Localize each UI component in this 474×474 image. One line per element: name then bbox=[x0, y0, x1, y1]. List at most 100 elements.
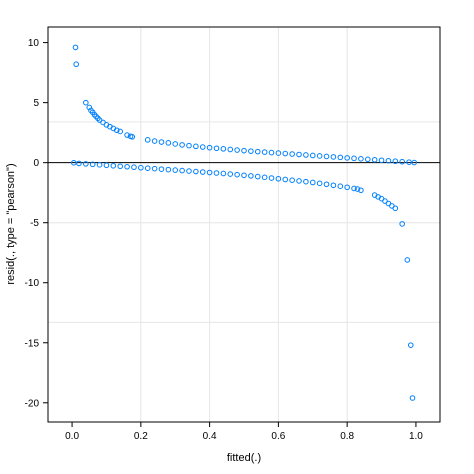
data-point-101 bbox=[354, 186, 361, 192]
data-point-95 bbox=[316, 180, 323, 187]
data-point-67 bbox=[124, 163, 130, 170]
data-point-41 bbox=[296, 151, 302, 158]
data-point-102 bbox=[358, 187, 364, 194]
data-point-59 bbox=[70, 159, 77, 166]
data-point-68 bbox=[131, 164, 137, 171]
data-point-37 bbox=[268, 149, 275, 156]
data-point-2 bbox=[83, 99, 89, 106]
data-point-21 bbox=[158, 139, 165, 145]
data-point-111 bbox=[404, 257, 411, 263]
data-point-40 bbox=[289, 151, 295, 157]
data-points bbox=[70, 44, 418, 401]
data-point-86 bbox=[254, 173, 261, 180]
data-point-34 bbox=[248, 148, 254, 154]
data-point-58 bbox=[411, 159, 418, 166]
data-point-25 bbox=[186, 142, 192, 149]
data-point-42 bbox=[303, 152, 309, 158]
data-point-51 bbox=[364, 156, 371, 163]
data-point-82 bbox=[227, 171, 234, 177]
data-point-78 bbox=[199, 169, 206, 175]
y-tick-label-6: -20 bbox=[25, 398, 40, 409]
data-point-47 bbox=[337, 154, 344, 161]
data-point-110 bbox=[399, 221, 405, 227]
data-point-52 bbox=[371, 156, 378, 163]
data-point-39 bbox=[282, 150, 289, 157]
data-point-96 bbox=[323, 181, 330, 188]
data-point-30 bbox=[220, 146, 227, 152]
data-point-112 bbox=[407, 342, 414, 348]
y-tick-label-0: 10 bbox=[28, 38, 40, 49]
data-point-76 bbox=[186, 168, 192, 174]
data-point-33 bbox=[241, 147, 247, 154]
data-point-48 bbox=[344, 155, 350, 161]
data-point-50 bbox=[358, 156, 364, 162]
data-point-14 bbox=[113, 127, 120, 134]
y-tick-label-3: -5 bbox=[30, 218, 39, 229]
data-point-100 bbox=[351, 185, 357, 192]
data-point-81 bbox=[220, 170, 227, 177]
data-point-35 bbox=[254, 148, 261, 155]
data-point-43 bbox=[309, 152, 316, 159]
y-tick-label-2: 0 bbox=[33, 158, 39, 169]
data-point-65 bbox=[110, 162, 117, 169]
y-tick-label-5: -15 bbox=[25, 338, 40, 349]
data-point-55 bbox=[392, 158, 399, 165]
data-point-80 bbox=[213, 170, 220, 176]
data-point-99 bbox=[344, 184, 350, 191]
x-axis: 0.0 0.2 0.4 0.6 0.8 1.0 bbox=[65, 422, 423, 442]
data-point-93 bbox=[303, 178, 309, 185]
data-point-87 bbox=[261, 174, 268, 181]
data-point-91 bbox=[289, 177, 295, 183]
data-point-60 bbox=[76, 160, 82, 167]
data-point-75 bbox=[179, 167, 185, 174]
x-tick-label-1: 0.2 bbox=[134, 431, 148, 442]
y-axis-label: resid(., type = "pearson") bbox=[5, 163, 17, 284]
data-point-16 bbox=[124, 132, 130, 138]
data-point-26 bbox=[193, 143, 199, 150]
data-point-85 bbox=[248, 173, 254, 179]
data-point-22 bbox=[165, 140, 172, 146]
data-point-77 bbox=[193, 168, 199, 175]
x-tick-label-0: 0.0 bbox=[65, 431, 79, 442]
data-point-31 bbox=[227, 146, 234, 153]
data-point-70 bbox=[144, 165, 151, 171]
x-tick-label-2: 0.4 bbox=[203, 431, 217, 442]
data-point-27 bbox=[199, 144, 206, 150]
plot-background bbox=[48, 27, 440, 422]
data-point-49 bbox=[351, 155, 357, 162]
data-point-57 bbox=[406, 159, 412, 165]
data-point-61 bbox=[83, 161, 89, 167]
data-point-32 bbox=[234, 147, 240, 153]
x-tick-label-4: 0.8 bbox=[340, 431, 354, 442]
data-point-23 bbox=[172, 141, 179, 147]
data-point-90 bbox=[282, 176, 289, 183]
data-point-53 bbox=[378, 157, 385, 164]
data-point-73 bbox=[165, 166, 172, 173]
data-point-15 bbox=[117, 128, 124, 135]
x-tick-label-5: 1.0 bbox=[409, 431, 423, 442]
data-point-66 bbox=[117, 163, 124, 170]
x-axis-label: fitted(.) bbox=[227, 452, 261, 464]
gridlines bbox=[48, 27, 440, 422]
data-point-20 bbox=[151, 138, 158, 144]
data-point-92 bbox=[296, 178, 302, 184]
data-point-29 bbox=[213, 145, 220, 152]
data-point-94 bbox=[309, 179, 316, 186]
y-tick-label-1: 5 bbox=[33, 98, 39, 109]
data-point-83 bbox=[234, 171, 240, 178]
x-tick-label-3: 0.6 bbox=[271, 431, 285, 442]
data-point-36 bbox=[261, 149, 268, 155]
data-point-69 bbox=[138, 164, 144, 171]
data-point-0 bbox=[72, 44, 79, 51]
data-point-74 bbox=[172, 167, 179, 173]
data-point-56 bbox=[399, 158, 405, 165]
data-point-109 bbox=[392, 205, 399, 212]
y-axis: 10 5 0 -5 -10 -15 -20 bbox=[25, 38, 48, 409]
data-point-18 bbox=[129, 134, 136, 140]
data-point-97 bbox=[330, 182, 337, 189]
data-point-79 bbox=[206, 169, 213, 176]
data-point-28 bbox=[206, 144, 213, 151]
data-point-54 bbox=[385, 157, 392, 164]
data-point-44 bbox=[316, 153, 323, 159]
